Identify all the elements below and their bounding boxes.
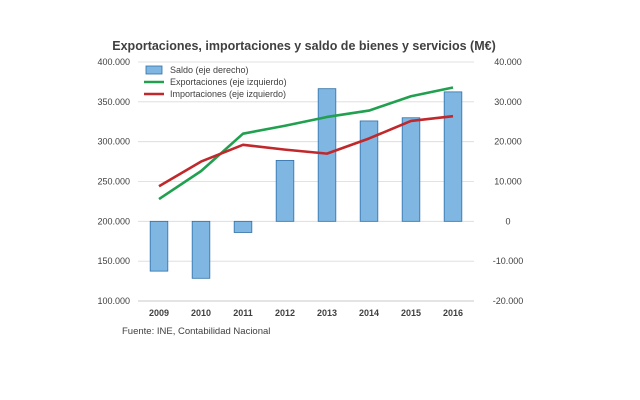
right-tick-label: 0 [505, 216, 510, 226]
category-label: 2014 [359, 308, 379, 318]
left-tick-label: 100.000 [97, 296, 130, 306]
x-axis: 2009 2010 2011 2012 2013 2014 2015 2016 [138, 300, 474, 318]
legend-label: Importaciones (eje izquierdo) [170, 89, 286, 99]
saldo-bar [191, 220, 211, 279]
right-tick-label: -10.000 [493, 256, 524, 266]
saldo-bar [359, 120, 379, 222]
category-label: 2015 [401, 308, 421, 318]
source-note: Fuente: INE, Contabilidad Nacional [122, 326, 271, 337]
right-tick-label: 40.000 [494, 57, 522, 67]
left-axis: 100.000 150.000 200.000 250.000 300.000 350.0… [97, 57, 130, 306]
trend-lines [158, 86, 454, 201]
saldo-bar [443, 91, 463, 222]
right-tick-label: 20.000 [494, 137, 522, 147]
category-label: 2016 [443, 308, 463, 318]
legend: Saldo (eje derecho) Exportaciones (eje iz… [144, 65, 287, 99]
category-label: 2011 [233, 308, 253, 318]
category-label: 2013 [317, 308, 337, 318]
category-label: 2009 [149, 308, 169, 318]
left-tick-label: 150.000 [97, 256, 130, 266]
legend-label: Saldo (eje derecho) [170, 65, 249, 75]
saldo-bar [317, 88, 337, 222]
right-tick-label: 30.000 [494, 97, 522, 107]
legend-swatch-saldo [145, 65, 163, 75]
saldo-bar [275, 159, 295, 222]
right-tick-label: -20.000 [493, 296, 524, 306]
exportaciones-line [158, 86, 454, 201]
right-axis: -20.000 -10.000 0 10.000 20.000 30.000 40.000 [493, 57, 524, 306]
saldo-bar [149, 220, 169, 272]
category-label: 2012 [275, 308, 295, 318]
left-tick-label: 250.000 [97, 177, 130, 187]
saldo-bars [149, 88, 463, 279]
legend-label: Exportaciones (eje izquierdo) [170, 77, 287, 87]
left-tick-label: 350.000 [97, 97, 130, 107]
chart-title: Exportaciones, importaciones y saldo de … [112, 39, 495, 53]
importaciones-line [158, 114, 454, 188]
saldo-bar [233, 220, 253, 233]
left-tick-label: 200.000 [97, 216, 130, 226]
saldo-bar [401, 117, 421, 222]
right-tick-label: 10.000 [494, 177, 522, 187]
left-tick-label: 300.000 [97, 137, 130, 147]
category-label: 2010 [191, 308, 211, 318]
left-tick-label: 400.000 [97, 57, 130, 67]
